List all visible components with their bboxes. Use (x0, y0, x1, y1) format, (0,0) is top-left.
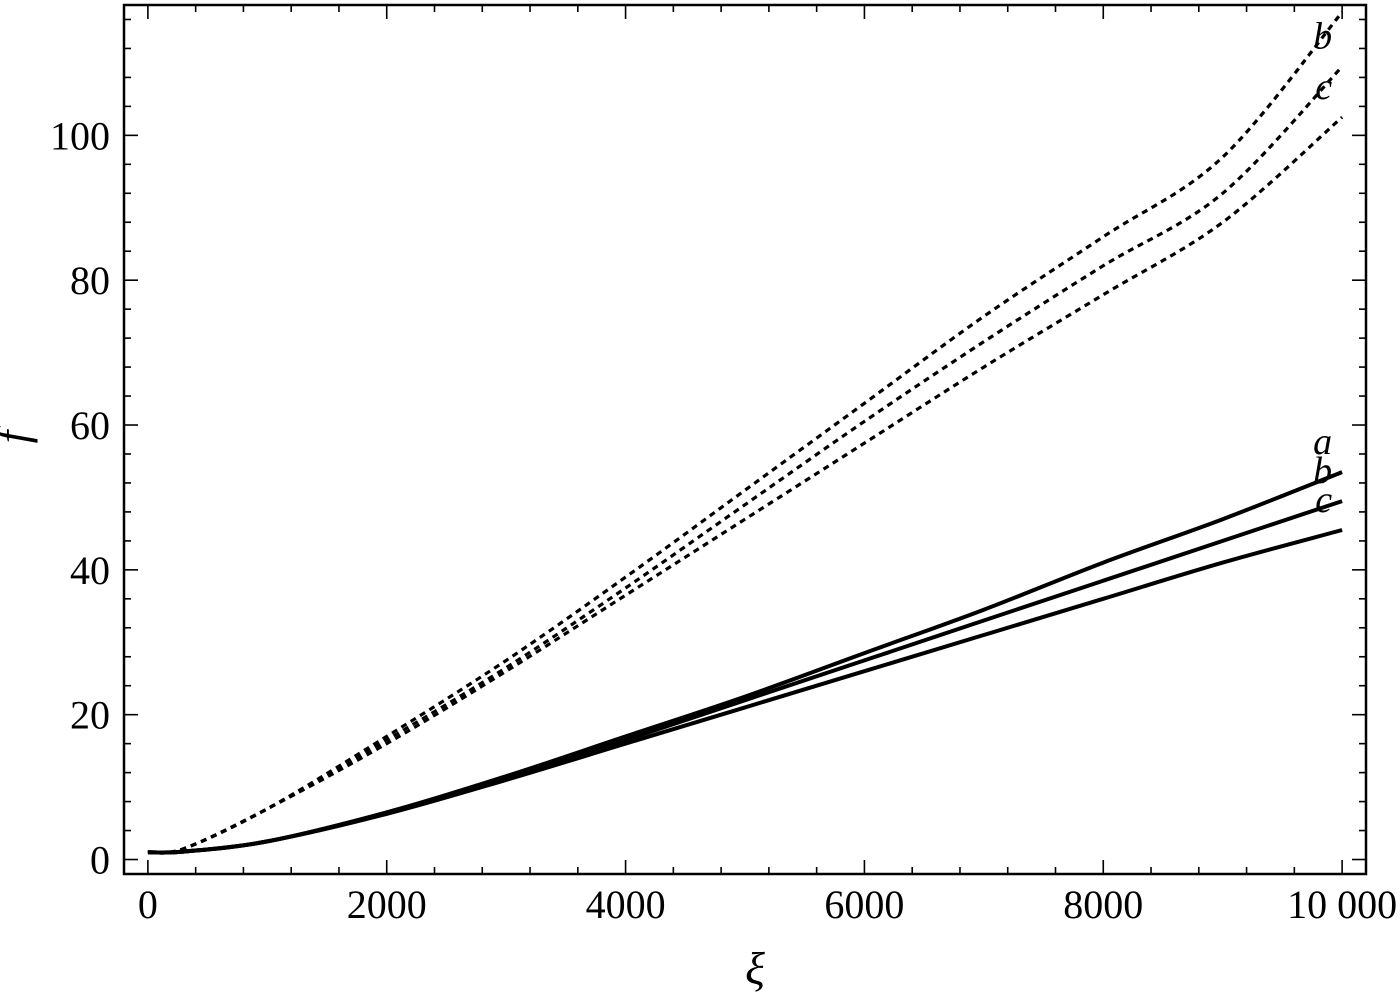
x-tick-label: 2000 (347, 882, 427, 927)
y-tick-label: 80 (70, 258, 110, 303)
curve-label-dashed-b: b (1313, 16, 1332, 58)
y-tick-label: 40 (70, 548, 110, 593)
curve-label-dashed-a: a (1313, 0, 1332, 3)
y-axis-label: f (0, 424, 38, 443)
curve-dashed-b (147, 65, 1344, 855)
curve-solid-c (147, 528, 1343, 855)
curve-dashed-a (147, 11, 1344, 855)
x-tick-label: 8000 (1063, 882, 1143, 927)
y-tick-label: 60 (70, 403, 110, 448)
curve-label-solid-c: c (1315, 479, 1332, 521)
curve-label-dashed-c: c (1315, 66, 1332, 108)
curve-label-solid-a: a (1313, 421, 1332, 463)
x-tick-label: 10 000 (1287, 882, 1397, 927)
curve-label-solid-b: b (1313, 450, 1332, 492)
curve-solid-b (147, 499, 1343, 855)
curves (147, 11, 1344, 855)
y-tick-label: 0 (90, 838, 110, 883)
tick-marks (124, 5, 1366, 874)
x-tick-label: 6000 (824, 882, 904, 927)
tick-labels: 0 2000 4000 6000 8000 10 000 0 20 40 60 80 100 (50, 113, 1397, 927)
curve-dashed-c (147, 115, 1344, 855)
x-tick-label: 4000 (586, 882, 666, 927)
curve-solid-a (147, 470, 1343, 855)
curve-labels: abcabc (1313, 0, 1332, 521)
x-tick-label: 0 (138, 882, 158, 927)
y-tick-label: 100 (50, 113, 110, 158)
x-axis-label: ξ (745, 943, 765, 994)
plot-frame (122, 3, 1368, 876)
y-tick-label: 20 (70, 693, 110, 738)
